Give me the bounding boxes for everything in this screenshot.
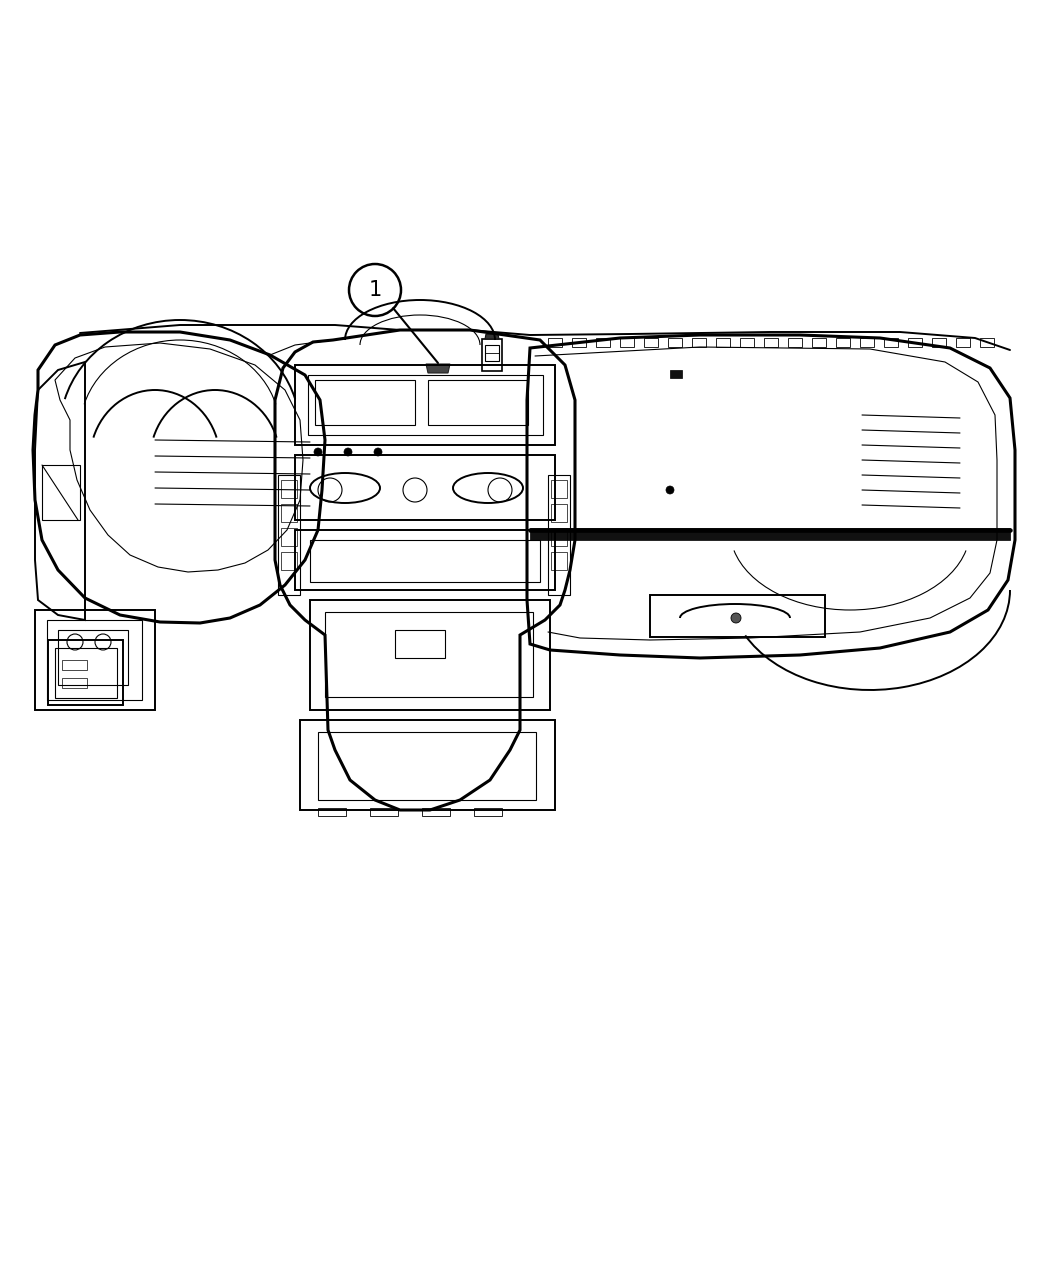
Text: 1: 1 <box>369 280 381 300</box>
Bar <box>572 338 586 347</box>
Bar <box>980 338 994 347</box>
Bar <box>318 732 536 799</box>
Bar <box>482 339 502 371</box>
Polygon shape <box>426 363 450 374</box>
Bar <box>422 808 450 816</box>
Bar <box>551 504 567 521</box>
Bar <box>764 338 778 347</box>
Bar <box>740 338 754 347</box>
Bar <box>551 528 567 546</box>
Bar <box>310 601 550 710</box>
Bar <box>281 504 297 521</box>
Bar <box>300 720 555 810</box>
Bar <box>620 338 634 347</box>
Bar <box>474 808 502 816</box>
Polygon shape <box>485 334 499 339</box>
Bar <box>551 552 567 570</box>
Bar <box>836 338 851 347</box>
Bar <box>650 595 825 638</box>
Bar <box>62 678 87 689</box>
Bar <box>956 338 970 347</box>
Bar <box>308 375 543 435</box>
Bar <box>281 479 297 499</box>
Bar <box>281 552 297 570</box>
Bar <box>395 630 445 658</box>
Bar <box>716 338 730 347</box>
Circle shape <box>314 448 322 456</box>
Bar <box>326 612 533 697</box>
Bar <box>596 338 610 347</box>
Bar <box>42 465 80 520</box>
Bar <box>281 528 297 546</box>
Bar <box>295 365 555 445</box>
Bar <box>530 528 1010 541</box>
Bar <box>788 338 802 347</box>
Bar <box>668 338 682 347</box>
Bar <box>428 380 528 425</box>
Bar <box>58 630 128 685</box>
Bar <box>485 346 499 361</box>
Bar <box>932 338 946 347</box>
Bar <box>278 476 300 595</box>
Bar <box>47 620 142 700</box>
Circle shape <box>731 613 741 623</box>
Bar <box>548 476 570 595</box>
Bar <box>62 660 87 669</box>
Bar <box>310 541 540 581</box>
Circle shape <box>344 448 352 456</box>
Circle shape <box>374 448 382 456</box>
Bar <box>315 380 415 425</box>
Bar <box>812 338 826 347</box>
Bar <box>295 530 555 590</box>
Bar <box>35 609 155 710</box>
Bar <box>860 338 874 347</box>
Bar <box>670 370 682 377</box>
Bar <box>644 338 658 347</box>
Bar <box>548 338 562 347</box>
Bar <box>884 338 898 347</box>
Bar <box>55 648 117 697</box>
Bar <box>908 338 922 347</box>
Bar <box>692 338 706 347</box>
Circle shape <box>666 486 674 493</box>
Bar <box>295 455 555 520</box>
Bar <box>318 808 346 816</box>
Bar <box>551 479 567 499</box>
Bar <box>370 808 398 816</box>
Bar <box>48 640 123 705</box>
